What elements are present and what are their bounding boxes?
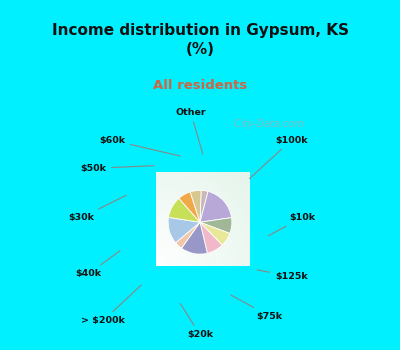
- Wedge shape: [200, 222, 222, 253]
- Wedge shape: [200, 190, 208, 222]
- Text: $60k: $60k: [99, 136, 180, 156]
- Text: City-Data.com: City-Data.com: [228, 119, 304, 129]
- Text: All residents: All residents: [153, 79, 247, 92]
- Text: $75k: $75k: [231, 295, 282, 321]
- Wedge shape: [200, 222, 230, 245]
- Wedge shape: [168, 198, 200, 222]
- Text: $20k: $20k: [180, 304, 213, 339]
- Wedge shape: [190, 190, 201, 222]
- Text: $40k: $40k: [75, 251, 120, 278]
- Wedge shape: [179, 192, 200, 222]
- Text: $125k: $125k: [257, 270, 308, 281]
- Wedge shape: [200, 218, 232, 233]
- Text: $100k: $100k: [250, 136, 308, 178]
- Wedge shape: [182, 222, 207, 254]
- Text: Income distribution in Gypsum, KS
(%): Income distribution in Gypsum, KS (%): [52, 23, 348, 57]
- Wedge shape: [168, 217, 200, 243]
- Wedge shape: [200, 191, 232, 222]
- Text: $50k: $50k: [80, 164, 154, 173]
- Text: > $200k: > $200k: [81, 285, 141, 325]
- Text: $10k: $10k: [268, 213, 315, 236]
- Text: $30k: $30k: [68, 195, 126, 222]
- Wedge shape: [176, 222, 200, 248]
- Text: Other: Other: [175, 107, 206, 154]
